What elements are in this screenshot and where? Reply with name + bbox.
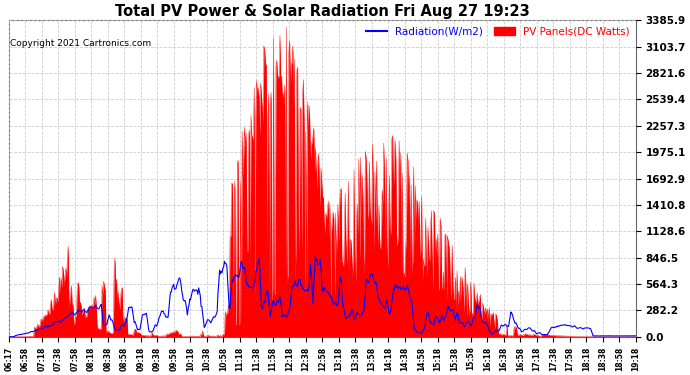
Title: Total PV Power & Solar Radiation Fri Aug 27 19:23: Total PV Power & Solar Radiation Fri Aug…	[115, 4, 530, 19]
Legend: Radiation(W/m2), PV Panels(DC Watts): Radiation(W/m2), PV Panels(DC Watts)	[362, 22, 633, 41]
Text: Copyright 2021 Cartronics.com: Copyright 2021 Cartronics.com	[10, 39, 152, 48]
